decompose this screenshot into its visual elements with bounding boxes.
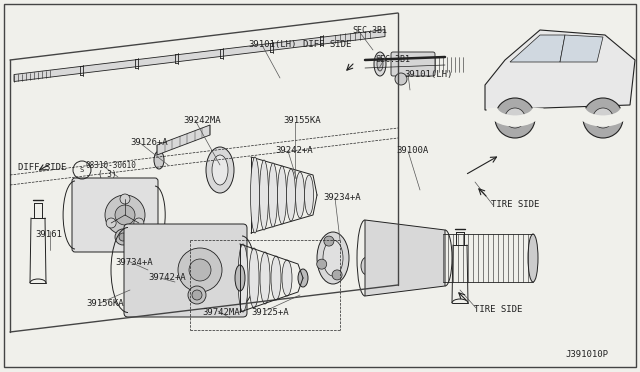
Circle shape: [495, 98, 535, 138]
Text: 39742+A: 39742+A: [148, 273, 186, 282]
Circle shape: [120, 194, 130, 204]
Circle shape: [106, 218, 116, 228]
Text: 39101(LH): 39101(LH): [404, 70, 452, 79]
Ellipse shape: [296, 172, 305, 218]
Circle shape: [178, 248, 222, 292]
Circle shape: [583, 98, 623, 138]
Circle shape: [324, 236, 334, 246]
Ellipse shape: [317, 232, 349, 284]
Text: ( 3): ( 3): [98, 170, 116, 179]
Ellipse shape: [305, 175, 314, 215]
FancyBboxPatch shape: [72, 178, 158, 252]
Text: 39101(LH): 39101(LH): [248, 40, 296, 49]
Text: 39155KA: 39155KA: [283, 116, 321, 125]
Text: TIRE SIDE: TIRE SIDE: [474, 305, 522, 314]
Circle shape: [134, 218, 144, 228]
Circle shape: [105, 195, 145, 235]
Circle shape: [119, 233, 127, 241]
Text: 39242MA: 39242MA: [183, 116, 221, 125]
Polygon shape: [485, 30, 635, 110]
Polygon shape: [157, 125, 210, 155]
Circle shape: [115, 205, 135, 225]
Ellipse shape: [269, 163, 278, 227]
Text: DIFF SIDE: DIFF SIDE: [303, 40, 351, 49]
Ellipse shape: [377, 57, 383, 71]
Ellipse shape: [282, 260, 292, 296]
Ellipse shape: [259, 160, 269, 230]
Circle shape: [332, 270, 342, 280]
Text: 39734+A: 39734+A: [115, 258, 152, 267]
Polygon shape: [510, 35, 565, 62]
Text: S: S: [80, 167, 84, 173]
Ellipse shape: [249, 248, 259, 308]
Text: J391010P: J391010P: [565, 350, 608, 359]
Polygon shape: [365, 220, 445, 296]
Ellipse shape: [361, 257, 373, 275]
Ellipse shape: [235, 265, 245, 291]
Text: 39234+A: 39234+A: [323, 193, 360, 202]
Text: 39242+A: 39242+A: [275, 146, 312, 155]
Text: 39161: 39161: [35, 230, 62, 239]
Circle shape: [188, 286, 206, 304]
FancyBboxPatch shape: [124, 224, 247, 317]
Ellipse shape: [212, 155, 228, 185]
Circle shape: [192, 290, 202, 300]
Ellipse shape: [206, 147, 234, 193]
Text: SEC.3B1: SEC.3B1: [352, 26, 387, 35]
Circle shape: [189, 259, 211, 281]
Text: 39100A: 39100A: [396, 146, 428, 155]
Ellipse shape: [323, 240, 343, 276]
Ellipse shape: [154, 151, 164, 169]
Text: DIFF SIDE: DIFF SIDE: [18, 163, 67, 172]
Circle shape: [593, 108, 613, 128]
Text: 39126+A: 39126+A: [130, 138, 168, 147]
Polygon shape: [14, 30, 385, 81]
Ellipse shape: [238, 244, 248, 312]
Circle shape: [395, 73, 407, 85]
Ellipse shape: [374, 52, 386, 76]
Text: 39742MA: 39742MA: [202, 308, 239, 317]
Ellipse shape: [271, 256, 281, 300]
Ellipse shape: [287, 169, 296, 221]
Ellipse shape: [260, 252, 270, 304]
Ellipse shape: [298, 269, 308, 287]
Circle shape: [317, 259, 327, 269]
FancyBboxPatch shape: [391, 52, 435, 76]
Ellipse shape: [250, 157, 259, 233]
Text: 39156KA: 39156KA: [86, 299, 124, 308]
Text: 08310-30610: 08310-30610: [86, 161, 137, 170]
Polygon shape: [560, 35, 603, 62]
Circle shape: [115, 229, 131, 245]
Ellipse shape: [528, 234, 538, 282]
Text: TIRE SIDE: TIRE SIDE: [491, 200, 540, 209]
Text: 39125+A: 39125+A: [251, 308, 289, 317]
Ellipse shape: [278, 166, 287, 224]
Circle shape: [505, 108, 525, 128]
Text: SEC.3B1: SEC.3B1: [375, 55, 410, 64]
